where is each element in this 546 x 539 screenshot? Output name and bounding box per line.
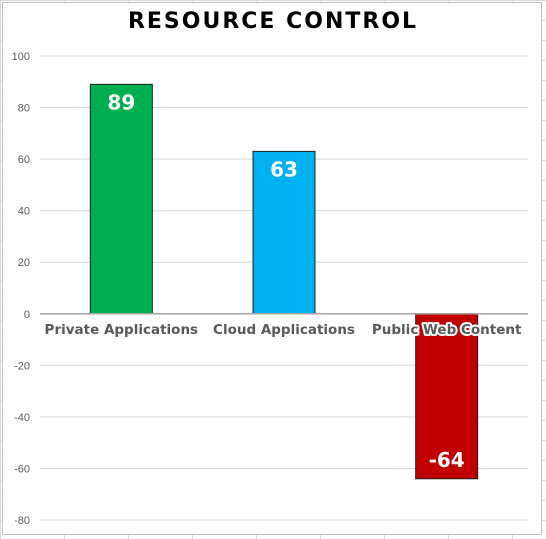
chart-title: RESOURCE CONTROL [127,9,419,34]
bars [89,83,479,480]
y-tick-label: 100 [12,51,30,63]
category-label: Private Applications [45,322,199,338]
category-label: Cloud Applications [213,322,355,338]
y-tick-label: 20 [18,257,30,269]
data-label: 89 [107,90,135,114]
y-tick-label: 60 [18,154,30,166]
data-label: -64 [429,448,465,472]
bar [252,150,316,315]
category-labels: Private Applications Cloud Applications Pu… [43,320,524,340]
y-tick-label: -60 [14,463,30,475]
y-axis-tick-labels: 100 80 60 40 20 0 -20 -40 -60 -80 [12,51,30,527]
y-tick-label: 0 [24,309,30,321]
y-tick-label: 80 [18,103,30,115]
data-labels: 89 63 -64 [107,90,464,471]
bar [89,83,153,315]
category-label: Public Web Content [372,322,522,338]
data-label: 63 [270,157,298,181]
y-tick-label: -80 [14,515,30,527]
y-tick-label: -20 [14,360,30,372]
y-tick-label: 40 [18,206,30,218]
y-tick-label: -40 [14,412,30,424]
